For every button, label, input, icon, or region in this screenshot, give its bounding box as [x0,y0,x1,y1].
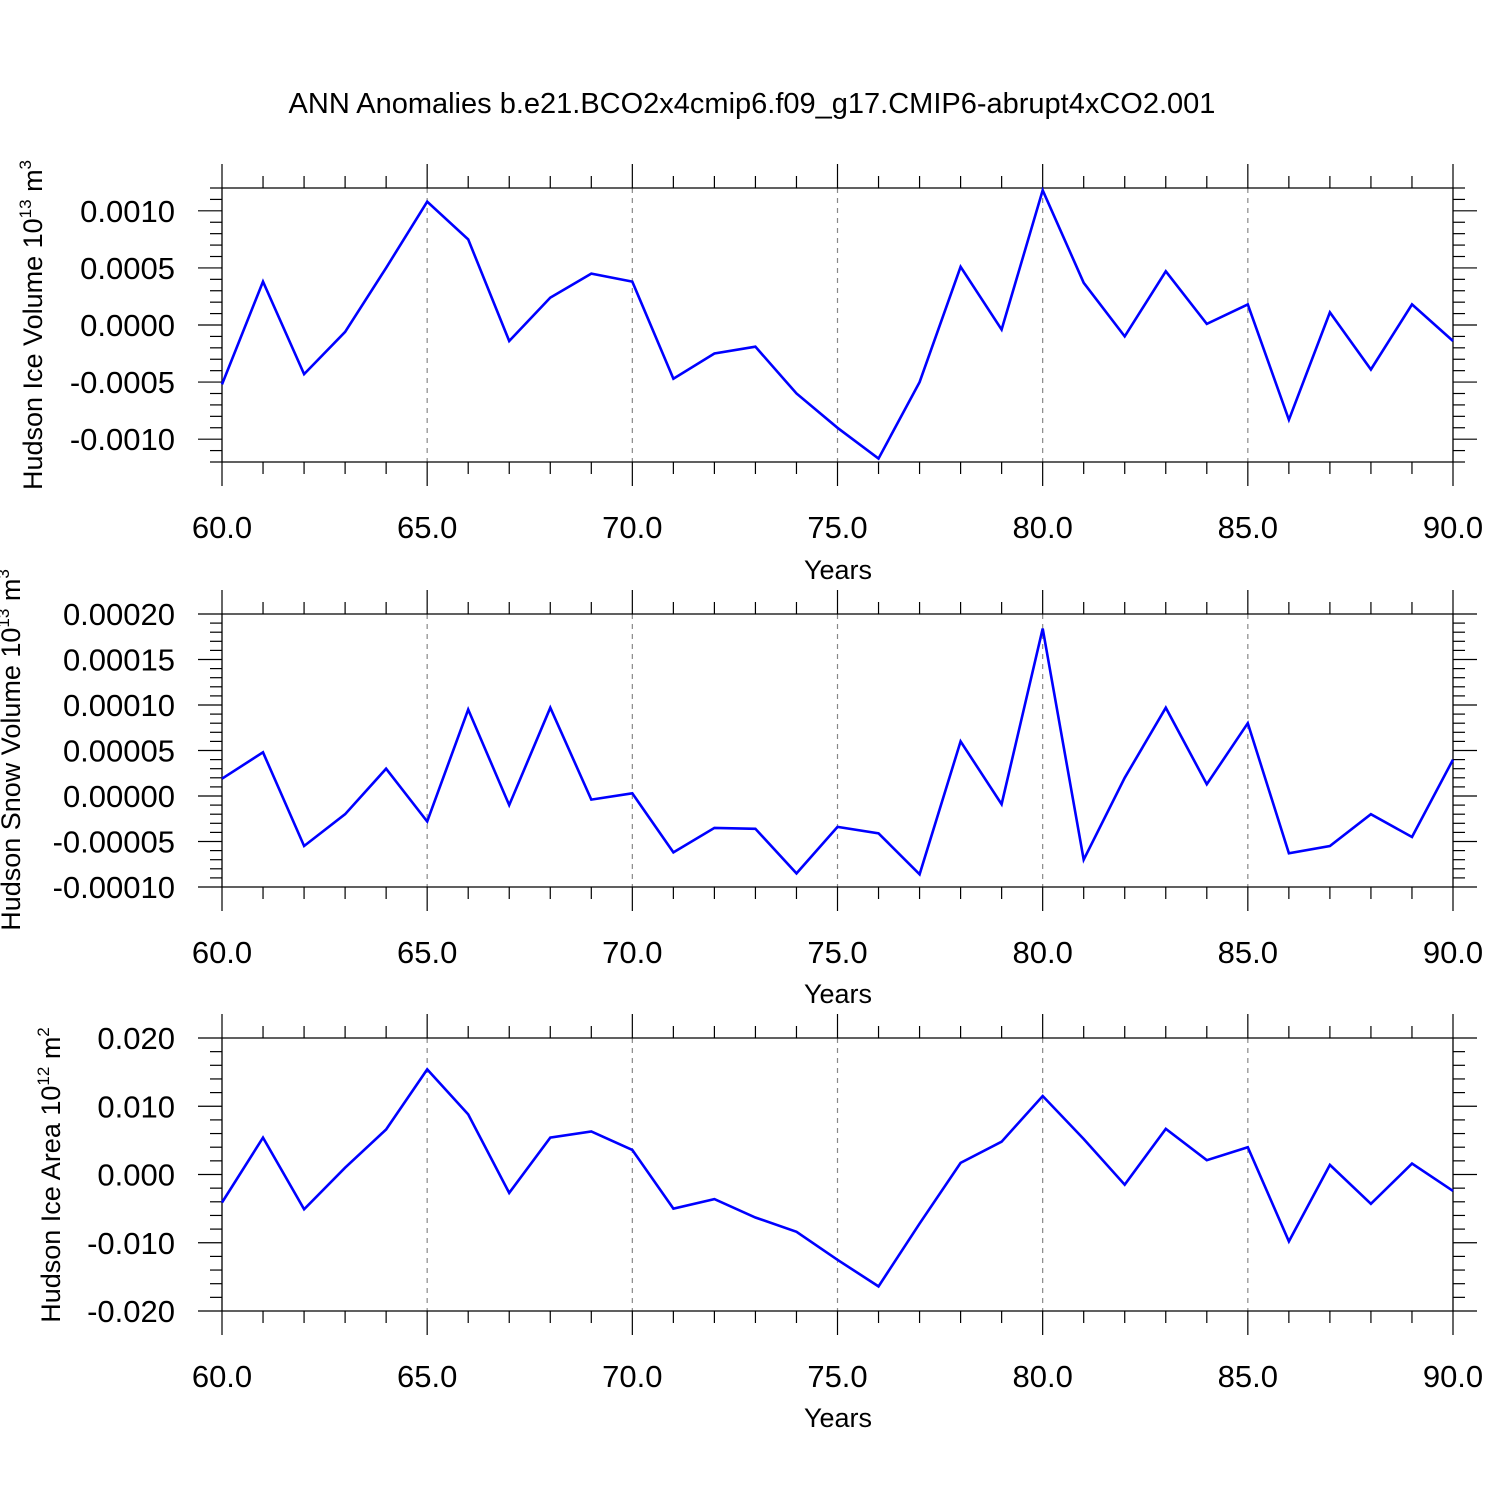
y-tick-label: 0.000 [97,1158,175,1193]
y-tick-label: 0.010 [97,1089,175,1124]
x-axis-label: Years [804,1403,872,1433]
y-tick-label: 0.020 [97,1021,175,1056]
panel-3: -0.020 -0.010 0.000 0.010 0.020 60.0 65.0 70.0 7… [34,1014,1483,1433]
y-tick-label: 0.00010 [63,688,175,723]
panel-2: -0.00010 -0.00005 0.00000 0.00005 0.00010 0.0… [0,569,1483,1009]
series-line [220,1067,1454,1289]
x-tick-label: 75.0 [807,1359,867,1394]
x-tick-label: 70.0 [602,935,662,970]
y-tick-label: 0.0000 [80,308,175,343]
y-axis-label: Hudson Snow Volume 1013 m3 [0,569,26,931]
x-tick-label: 65.0 [397,1359,457,1394]
y-tick-label: -0.00005 [53,825,175,860]
y-tick-label: 0.00015 [63,643,175,678]
y-tick-label: -0.010 [87,1226,175,1261]
x-tick-label: 90.0 [1423,1359,1483,1394]
y-axis-label-unit-exponent: 3 [16,160,35,169]
y-axis-label: Hudson Ice Volume 1013 m3 [16,160,48,490]
x-tick-label: 70.0 [602,1359,662,1394]
x-axis-label: Years [804,555,872,585]
x-tick-label: 70.0 [602,510,662,545]
y-tick-label: 0.00005 [63,734,175,769]
x-axis-label: Years [804,979,872,1009]
y-tick-label: -0.0010 [70,422,175,457]
y-tick-label: 0.00000 [63,779,175,814]
x-tick-label: 75.0 [807,935,867,970]
x-tick-label: 90.0 [1423,510,1483,545]
x-tick-label: 85.0 [1218,935,1278,970]
x-tick-label: 65.0 [397,935,457,970]
page-title: ANN Anomalies b.e21.BCO2x4cmip6.f09_g17.… [288,88,1216,120]
x-tick-label: 85.0 [1218,1359,1278,1394]
y-axis-label-main: Hudson Ice Volume 10 [18,218,48,490]
x-tick-label: 85.0 [1218,510,1278,545]
x-tick-label: 80.0 [1012,510,1072,545]
series-line [220,186,1454,461]
x-tick-label: 80.0 [1012,935,1072,970]
x-tick-label: 60.0 [192,510,252,545]
y-tick-label: 0.0010 [80,194,175,229]
y-axis-label-exponent: 13 [16,199,35,218]
x-tick-label: 65.0 [397,510,457,545]
y-tick-label: -0.020 [87,1294,175,1329]
x-tick-label: 75.0 [807,510,867,545]
y-axis-label-exponent: 12 [34,1067,53,1086]
y-axis-label: Hudson Ice Area 1012 m2 [34,1027,66,1323]
y-axis-label-main: Hudson Snow Volume 10 [0,628,26,931]
y-tick-label: 0.00020 [63,597,175,632]
y-axis-label-unit-exponent: 3 [0,569,13,578]
series-line [221,628,1455,877]
y-tick-label: -0.0005 [70,365,175,400]
y-axis-label-exponent: 13 [0,609,13,628]
y-axis-label-unit: m [36,1037,66,1067]
y-axis-label-main: Hudson Ice Area 10 [36,1086,66,1323]
x-tick-label: 60.0 [192,935,252,970]
y-axis-label-unit: m [18,169,48,199]
y-tick-label: -0.00010 [53,870,175,905]
y-axis-label-unit-exponent: 2 [34,1027,53,1036]
panel-1: -0.0010 -0.0005 0.0000 0.0005 0.0010 60.0 65.0… [16,160,1483,585]
x-tick-label: 90.0 [1423,935,1483,970]
x-tick-label: 80.0 [1012,1359,1072,1394]
x-tick-label: 60.0 [192,1359,252,1394]
y-tick-label: 0.0005 [80,251,175,286]
y-axis-label-unit: m [0,579,26,609]
